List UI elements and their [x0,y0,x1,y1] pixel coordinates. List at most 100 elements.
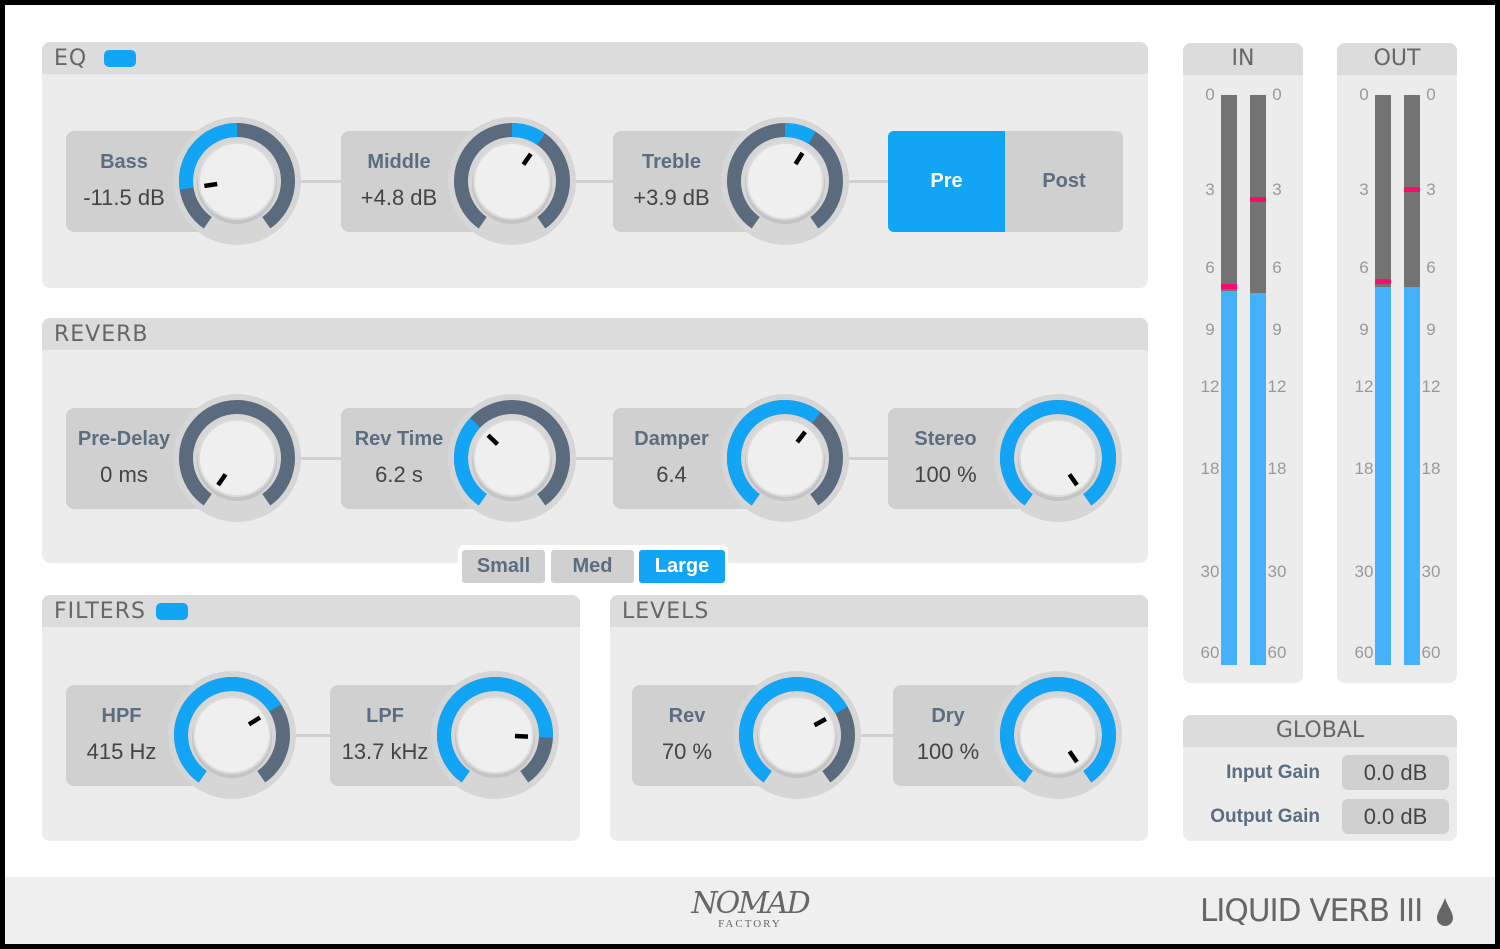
treble-knob[interactable] [720,116,850,246]
hpf-value[interactable]: 415 Hz [86,739,157,764]
meter-scale-label: 6 [1359,258,1369,277]
filters-title: FILTERS [54,599,146,624]
middle-value[interactable]: +4.8 dB [360,185,438,210]
connector-line [295,734,335,737]
stereo-knob[interactable] [993,393,1123,523]
meter-scale-label: 18 [1200,459,1220,478]
knob-pointer [1067,750,1079,764]
hpf-label: HPF [101,705,142,727]
rev-time-knob[interactable] [447,393,577,523]
meter-scale-label: 9 [1272,320,1282,339]
meter-scale-label: 12 [1267,377,1287,396]
knob-pointer [247,715,262,727]
meter-level-fill [1404,286,1420,665]
meter-scale-label: 12 [1421,377,1441,396]
knob-cap [473,419,551,497]
filters-enable-toggle[interactable] [156,603,188,620]
connector-line [575,457,615,460]
levels-title: LEVELS [622,599,710,624]
eq-header: EQ [42,42,1148,74]
knob-cap [1019,696,1097,774]
lpf-knob[interactable] [430,670,560,800]
meter-peak-marker [1250,197,1266,203]
meter-scale-label: 0 [1272,85,1282,104]
input-gain-field[interactable]: 0.0 dB [1342,755,1449,790]
output-meter-title: OUT [1337,43,1457,75]
meter-scale-label: 9 [1205,320,1215,339]
treble-value[interactable]: +3.9 dB [633,185,710,210]
eq-enable-toggle[interactable] [104,50,136,67]
knob-pointer [521,152,533,166]
knob-pointer [216,473,228,487]
meter-scale-label: 6 [1426,258,1436,277]
meter-scale-label: 60 [1421,643,1441,662]
dry-knob[interactable] [993,670,1123,800]
pre-delay-value[interactable]: 0 ms [100,462,148,487]
output-gain-field[interactable]: 0.0 dB [1342,799,1449,834]
input-meter: IN [1183,43,1303,683]
meter-scale-label: 3 [1359,180,1369,199]
meter-scale-label: 12 [1354,377,1374,396]
meter-peak-marker [1404,187,1420,192]
connector-line [848,457,888,460]
size-small-button[interactable]: Small [462,550,545,583]
lpf-value[interactable]: 13.7 kHz [341,739,429,764]
bass-label: Bass [100,151,148,173]
rev-time-value[interactable]: 6.2 s [375,462,423,487]
rev-value[interactable]: 70 % [661,739,713,764]
connector-line [300,180,345,183]
knob-value-arc [174,677,282,783]
knob-pointer [793,151,805,166]
size-large-button[interactable]: Large [639,550,725,583]
hpf-knob[interactable] [167,670,297,800]
meter-level-fill [1221,290,1237,665]
knob-value-arc [739,677,848,783]
nomad-factory-logo: NOMAD FACTORY [691,886,810,930]
middle-label: Middle [367,151,431,173]
knob-cap [746,419,824,497]
meter-scale-label: 18 [1354,459,1374,478]
pre-button[interactable]: Pre [888,131,1005,232]
out-left-meter-bar [1375,95,1391,665]
size-med-button[interactable]: Med [551,550,634,583]
meter-scale-label: 6 [1205,258,1215,277]
plugin-window: EQ REVERB FILTERS LEVELS Pre Post Small … [5,5,1495,944]
knob-pointer [204,181,218,189]
post-button[interactable]: Post [1042,170,1086,192]
meter-scale-label: 3 [1272,180,1282,199]
knob-cap [1019,419,1097,497]
lpf-label: LPF [366,705,404,727]
knob-pointer [1067,473,1079,487]
knob-cap [456,696,534,774]
bass-knob[interactable] [172,116,302,246]
bass-value[interactable]: -11.5 dB [83,185,165,210]
meter-scale-label: 12 [1200,377,1220,396]
dry-value[interactable]: 100 % [916,739,980,764]
damper-value[interactable]: 6.4 [656,462,687,487]
meter-scale-label: 3 [1426,180,1436,199]
stereo-value[interactable]: 100 % [914,462,977,487]
input-gain-label: Input Gain [1226,762,1320,783]
knob-value-arc [1000,677,1116,783]
damper-knob[interactable] [720,393,850,523]
meter-peak-marker [1221,283,1237,289]
in-right-meter-bar [1250,95,1266,665]
meter-scale-label: 30 [1421,562,1441,581]
room-size-selector: Small Med Large [458,545,728,587]
meter-scale-label: 60 [1267,643,1287,662]
pre-post-switch: Pre Post [888,131,1123,232]
knob-cap [198,419,276,497]
middle-knob[interactable] [447,116,577,246]
meter-scale-label: 60 [1200,643,1220,662]
rev-label: Rev [668,705,706,727]
knob-value-arc [437,677,553,783]
meter-scale-label: 18 [1421,459,1441,478]
meter-level-fill [1250,292,1266,665]
knob-pointer [486,433,500,446]
knob-cap [198,142,276,220]
rev-knob[interactable] [732,670,862,800]
knob-pointer [514,733,529,739]
pre-delay-knob[interactable] [172,393,302,523]
damper-label: Damper [634,428,709,450]
output-meter: OUT [1337,43,1457,683]
